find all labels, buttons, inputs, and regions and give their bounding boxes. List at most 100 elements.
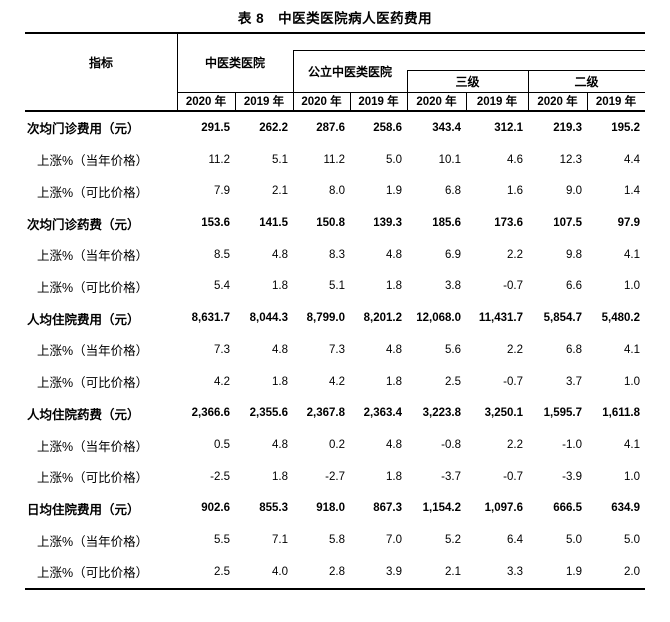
group-header-tertiary: 三级 (455, 74, 480, 89)
grid-line-year-sep-3 (466, 92, 467, 110)
year-header: 2020 年 (301, 96, 342, 108)
group-header-public-tcm-hospitals: 公立中医类医院 (307, 64, 392, 79)
value-cell: 1.8 (386, 280, 402, 293)
value-cell: 6.6 (566, 280, 582, 293)
value-cell: 0.5 (214, 439, 230, 452)
value-cell: 2,367.8 (306, 407, 345, 420)
table-row: 上涨%（当年价格） 5.5 7.1 5.8 7.0 5.2 6.4 5.0 5.0 (25, 524, 645, 556)
row-label: 上涨%（当年价格） (37, 344, 149, 359)
value-cell: 11.2 (208, 153, 230, 166)
value-cell: 4.8 (386, 343, 402, 356)
value-cell: -3.9 (562, 470, 582, 483)
value-cell: 5.0 (566, 534, 582, 547)
value-cell: 291.5 (201, 121, 230, 134)
value-cell: 287.6 (316, 121, 345, 134)
year-header: 2019 年 (595, 96, 637, 108)
row-label: 上涨%（当年价格） (37, 439, 149, 454)
grid-line-after-public-group (407, 70, 408, 110)
value-cell: 11.2 (323, 153, 345, 166)
value-cell: -0.8 (441, 439, 461, 452)
table-row: 上涨%（当年价格） 8.5 4.8 8.3 4.8 6.9 2.2 9.8 4.1 (25, 239, 645, 271)
value-cell: 2.1 (445, 565, 461, 578)
value-cell: 1.8 (386, 470, 402, 483)
value-cell: 4.8 (386, 248, 402, 261)
value-cell: 3.7 (566, 375, 582, 388)
value-cell: 8.0 (329, 185, 345, 198)
value-cell: 9.8 (566, 248, 582, 261)
year-header: 2019 年 (243, 96, 285, 108)
value-cell: 5.1 (272, 153, 288, 166)
year-header: 2020 年 (185, 96, 227, 108)
value-cell: 2.2 (507, 343, 523, 356)
value-cell: 2.2 (507, 439, 523, 452)
value-cell: 4.8 (272, 439, 288, 452)
value-cell: 1.6 (507, 185, 523, 198)
table-row: 上涨%（当年价格） 0.5 4.8 0.2 4.8 -0.8 2.2 -1.0 4.1 (25, 429, 645, 461)
value-cell: 141.5 (259, 217, 288, 230)
year-header: 2019 年 (358, 96, 399, 108)
value-cell: 12,068.0 (416, 312, 461, 325)
value-cell: 343.4 (432, 121, 461, 134)
value-cell: 902.6 (201, 502, 230, 515)
value-cell: 1.0 (624, 375, 640, 388)
value-cell: 9.0 (566, 185, 582, 198)
value-cell: 1.8 (272, 375, 288, 388)
row-label: 上涨%（可比价格） (37, 566, 149, 581)
value-cell: -3.7 (441, 470, 461, 483)
value-cell: 5.0 (386, 153, 402, 166)
value-cell: 1.9 (386, 185, 402, 198)
value-cell: 312.1 (494, 121, 523, 134)
value-cell: 153.6 (201, 217, 230, 230)
value-cell: 918.0 (316, 502, 345, 515)
value-cell: 4.8 (272, 248, 288, 261)
row-label: 日均住院费用（元） (27, 502, 140, 517)
value-cell: 8,201.2 (363, 312, 402, 325)
group-header-tcm-hospitals: 中医类医院 (204, 55, 265, 70)
grid-line-after-indicator (177, 34, 178, 110)
value-cell: 2.5 (214, 565, 230, 578)
row-label: 人均住院费用（元） (27, 312, 140, 327)
expenses-table: 指标 中医类医院 公立中医类医院 三级 二级 2020 年 2019 年 202… (25, 32, 645, 590)
value-cell: 5.6 (445, 343, 461, 356)
value-cell: 173.6 (494, 217, 523, 230)
value-cell: 139.3 (373, 217, 402, 230)
value-cell: 2,366.6 (191, 407, 230, 420)
row-label: 上涨%（当年价格） (37, 534, 149, 549)
value-cell: 6.4 (507, 534, 523, 547)
value-cell: 7.1 (272, 534, 288, 547)
value-cell: 5.2 (445, 534, 461, 547)
value-cell: 6.8 (566, 343, 582, 356)
table-row: 上涨%（可比价格） 4.2 1.8 4.2 1.8 2.5 -0.7 3.7 1.0 (25, 366, 645, 398)
value-cell: 4.2 (214, 375, 230, 388)
grid-line-year-sep-1 (235, 92, 236, 110)
table-row: 上涨%（可比价格） -2.5 1.8 -2.7 1.8 -3.7 -0.7 -3.9 1.0 (25, 461, 645, 493)
table-row: 上涨%（可比价格） 5.4 1.8 5.1 1.8 3.8 -0.7 6.6 1.0 (25, 271, 645, 303)
row-label: 次均门诊费用（元） (27, 122, 140, 137)
value-cell: 1,097.6 (484, 502, 523, 515)
value-cell: 1.8 (272, 470, 288, 483)
value-cell: -2.7 (325, 470, 345, 483)
row-label: 上涨%（当年价格） (37, 154, 149, 169)
row-label: 上涨%（当年价格） (37, 249, 149, 264)
value-cell: 5.1 (329, 280, 345, 293)
value-cell: 2,363.4 (363, 407, 402, 420)
value-cell: 1.9 (566, 565, 582, 578)
table-title: 表 8 中医类医院病人医药费用 (237, 11, 433, 26)
value-cell: 2,355.6 (249, 407, 288, 420)
table-row: 人均住院费用（元） 8,631.7 8,044.3 8,799.0 8,201.2 12,… (25, 302, 645, 334)
value-cell: 4.8 (272, 343, 288, 356)
value-cell: 7.9 (214, 185, 230, 198)
value-cell: 8.3 (329, 248, 345, 261)
value-cell: 2.8 (329, 565, 345, 578)
value-cell: -0.7 (503, 375, 523, 388)
value-cell: 4.2 (329, 375, 345, 388)
value-cell: 3.3 (507, 565, 523, 578)
value-cell: 4.6 (507, 153, 523, 166)
row-label: 次均门诊药费（元） (27, 217, 140, 232)
value-cell: -1.0 (562, 439, 582, 452)
value-cell: 7.0 (386, 534, 402, 547)
value-cell: 5.8 (329, 534, 345, 547)
value-cell: 2.1 (272, 185, 288, 198)
value-cell: 2.2 (507, 248, 523, 261)
value-cell: 5.4 (214, 280, 230, 293)
